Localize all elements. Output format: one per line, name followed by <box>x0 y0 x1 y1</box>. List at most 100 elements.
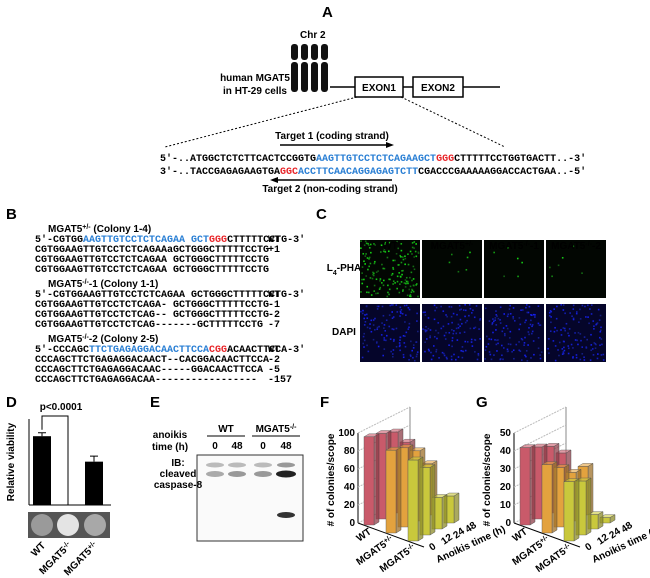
micrograph-speck <box>389 338 392 340</box>
micrograph-speck <box>539 324 542 326</box>
lane-header: anoikis <box>153 430 188 441</box>
micrograph-speck <box>589 308 591 310</box>
micrograph-speck <box>513 357 515 360</box>
micrograph-speck <box>469 251 471 254</box>
micrograph-speck <box>401 273 403 276</box>
bar-top <box>399 439 416 443</box>
column-label: WT <box>382 241 398 252</box>
bar-front <box>541 464 553 534</box>
micrograph-speck <box>400 281 403 283</box>
text-part: MGAT5 <box>48 334 83 345</box>
indel-label: -2 <box>268 310 280 321</box>
micrograph-speck <box>415 355 418 358</box>
micrograph-speck <box>383 339 386 341</box>
micrograph-speck <box>590 304 593 306</box>
bar <box>575 477 592 536</box>
micrograph-speck <box>459 332 461 334</box>
micrograph-speck <box>376 326 379 329</box>
micrograph-speck <box>376 308 379 310</box>
micrograph-speck <box>585 316 587 318</box>
bar-top <box>563 478 580 482</box>
micrograph-speck <box>391 304 393 306</box>
panel-letter: G <box>476 394 488 411</box>
micrograph-speck <box>405 276 408 279</box>
micrograph-speck <box>521 338 524 341</box>
micrograph-speck <box>412 347 415 349</box>
micrograph-speck <box>450 358 453 361</box>
micrograph-speck <box>401 290 404 292</box>
micrograph-speck <box>492 318 494 320</box>
micrograph-speck <box>383 248 386 251</box>
micrograph-speck <box>537 305 540 307</box>
row-label: DAPI <box>332 327 356 338</box>
bar <box>563 478 580 542</box>
y-axis-label: # of colonies/scope <box>326 433 337 526</box>
text-part: MGAT5 <box>431 241 466 252</box>
bar-top <box>541 461 558 465</box>
micrograph-speck <box>387 284 389 287</box>
micrograph-speck <box>424 311 426 314</box>
micrograph-speck <box>416 320 418 322</box>
text-part: -/- <box>82 279 89 286</box>
micrograph-speck <box>508 337 511 339</box>
micrograph-speck <box>373 262 376 265</box>
micrograph-speck <box>531 323 534 326</box>
micrograph-speck <box>446 315 448 318</box>
micrograph-speck <box>372 338 375 341</box>
micrograph-speck <box>400 255 402 258</box>
y-tick-label: 20 <box>344 500 356 511</box>
micrograph-speck <box>369 323 371 325</box>
x-tick-label: WT <box>29 540 48 559</box>
micrograph-speck <box>364 263 366 265</box>
micrograph-speck <box>579 333 582 335</box>
bar-top <box>443 492 460 497</box>
micrograph-speck <box>590 349 592 352</box>
micrograph-speck <box>459 325 461 328</box>
blot <box>196 454 304 542</box>
micrograph-speck <box>464 315 466 318</box>
bar-side <box>551 461 558 534</box>
micrograph-speck <box>565 322 568 325</box>
micrograph-speck <box>457 270 460 273</box>
micrograph-speck <box>390 274 393 276</box>
micrograph-speck <box>495 343 498 346</box>
y-tick-label: 20 <box>500 482 512 493</box>
micrograph-speck <box>518 349 521 352</box>
micrograph-speck <box>400 249 403 252</box>
micrograph-speck <box>443 354 446 357</box>
micrograph-speck <box>557 349 559 351</box>
micrograph-speck <box>368 258 370 260</box>
micrograph-speck <box>556 329 558 332</box>
bar-top <box>363 433 380 437</box>
micrograph-speck <box>466 319 468 322</box>
micrograph-speck <box>538 324 541 326</box>
micrograph-speck <box>416 351 419 353</box>
micrograph-speck <box>496 315 498 317</box>
micrograph-speck <box>399 339 401 341</box>
micrograph <box>484 304 544 362</box>
micrograph-speck <box>402 353 405 356</box>
micrograph-speck <box>370 330 373 333</box>
micrograph-speck <box>435 348 438 351</box>
micrograph-speck <box>474 326 477 329</box>
micrograph-speck <box>525 306 527 309</box>
micrograph-speck <box>509 330 512 333</box>
bar-top <box>555 449 572 454</box>
micrograph-speck <box>442 310 445 312</box>
micrograph-speck <box>526 359 529 362</box>
micrograph <box>422 304 482 362</box>
micrograph-speck <box>360 247 362 249</box>
text-part: TTCTGAGAGGACAACTTCCA <box>89 345 209 356</box>
bar-side <box>373 433 380 526</box>
micrograph-speck <box>455 358 457 361</box>
micrograph-speck <box>600 338 603 340</box>
micrograph-speck <box>507 313 510 316</box>
micrograph-speck <box>562 351 565 353</box>
micrograph-speck <box>554 326 556 329</box>
indel-label: WT <box>268 345 280 356</box>
micrograph-speck <box>564 312 566 315</box>
micrograph-speck <box>384 241 387 244</box>
micrograph-speck <box>568 328 571 330</box>
micrograph-speck <box>569 312 571 314</box>
micrograph-speck <box>476 358 479 361</box>
